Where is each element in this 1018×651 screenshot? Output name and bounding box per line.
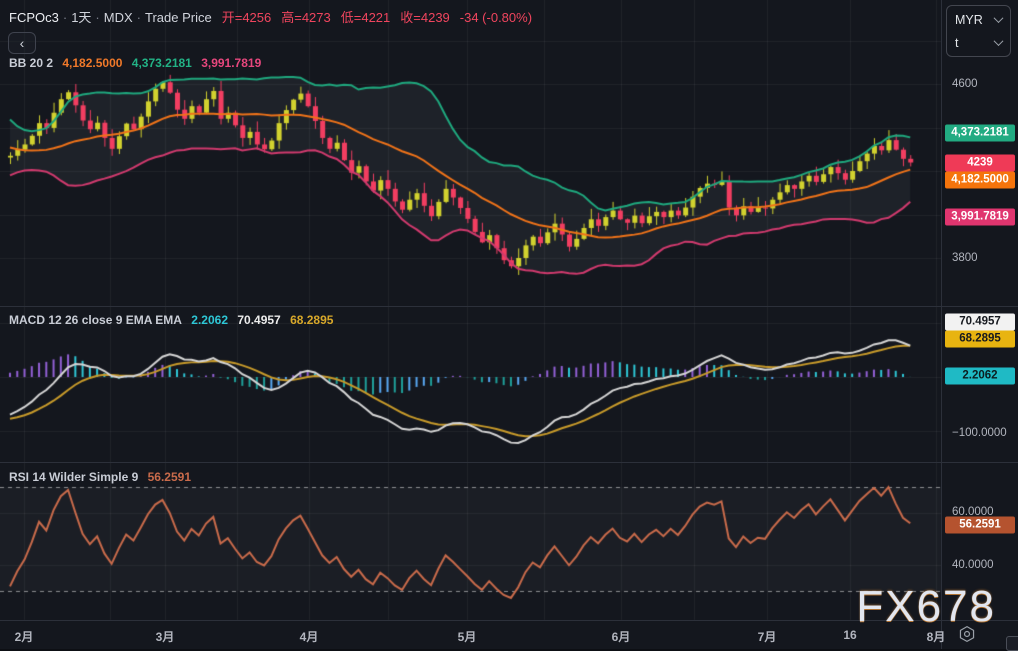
- price-axis-separator: [941, 0, 942, 649]
- axis-tick-label: −100.0000: [952, 427, 1007, 439]
- macd-indicator-legend[interactable]: MACD 12 26 close 9 EMA EMA 2.2062 70.495…: [9, 313, 339, 327]
- symbol-header[interactable]: FCPOc3 · 1天 · MDX · Trade Price 开=4256 高=4273 低=4…: [9, 7, 532, 26]
- ohlc-close-label: 收=: [400, 10, 421, 25]
- axis-price-badge: 68.2895: [945, 330, 1015, 348]
- axis-settings-button[interactable]: [957, 625, 977, 643]
- chart-canvas[interactable]: [0, 0, 941, 621]
- time-tick-label: 2月: [14, 630, 34, 644]
- price-axis[interactable]: 4600 3800 −100.0000 60.0000 40.0000 4,373.218…: [942, 0, 1018, 621]
- time-tick-label: 8月: [926, 630, 946, 644]
- ohlc-close-value: 4239: [420, 10, 450, 25]
- ohlc-open-value: 4256: [242, 10, 272, 25]
- currency-select[interactable]: MYR: [947, 8, 1010, 31]
- axis-tick-label: 40.0000: [952, 559, 994, 571]
- time-tick-label: 7月: [757, 630, 777, 644]
- gear-icon: [959, 626, 975, 642]
- series-type-label: Trade Price: [145, 10, 212, 25]
- ohlc-open-label: 开=: [221, 10, 243, 25]
- interval-label[interactable]: 1天: [71, 10, 92, 25]
- time-tick-label: 3月: [155, 630, 175, 644]
- axis-price-badge: 4239: [945, 154, 1015, 172]
- chevron-down-icon: [993, 36, 1004, 47]
- exchange-label: MDX: [103, 10, 133, 25]
- axis-tick-label: 3800: [952, 252, 978, 264]
- rsi-indicator-legend[interactable]: RSI 14 Wilder Simple 9 56.2591: [9, 470, 197, 484]
- chevron-left-icon: ‹: [19, 35, 25, 51]
- axis-price-badge: 70.4957: [945, 313, 1015, 331]
- bb-upper-value: 4,373.2181: [131, 56, 192, 70]
- axis-unit-selector-box: MYR t: [946, 5, 1011, 57]
- time-axis-separator: [0, 620, 1018, 621]
- axis-price-badge: 4,373.2181: [945, 124, 1015, 142]
- macd-line-value: 70.4957: [237, 313, 281, 327]
- axis-price-badge: 4,182.5000: [945, 171, 1015, 189]
- watermark: FX678: [856, 582, 996, 631]
- ohlc-high-value: 4273: [301, 10, 331, 25]
- time-tick-label: 16: [843, 628, 857, 642]
- chevron-down-icon: [993, 13, 1004, 24]
- pane-separator-rsi[interactable]: [0, 462, 1018, 463]
- axis-price-badge: 3,991.7819: [945, 208, 1015, 226]
- separator-dot: ·: [62, 10, 68, 25]
- time-tick-label: 5月: [457, 630, 477, 644]
- macd-hist-value: 2.2062: [191, 313, 228, 327]
- back-button[interactable]: ‹: [8, 32, 36, 54]
- bb-basis-value: 4,182.5000: [62, 56, 123, 70]
- change-value: -34 (-0.80%): [459, 10, 533, 25]
- bb-indicator-legend[interactable]: BB 20 2 4,182.5000 4,373.2181 3,991.7819: [9, 56, 267, 70]
- ohlc-high-label: 高=: [281, 10, 302, 25]
- axis-tick-label: 4600: [952, 78, 978, 90]
- ohlc-low-value: 4221: [361, 10, 391, 25]
- pane-separator-macd[interactable]: [0, 306, 1018, 307]
- bb-lower-value: 3,991.7819: [201, 56, 262, 70]
- rsi-title: RSI 14 Wilder Simple 9: [9, 470, 139, 484]
- separator-dot: ·: [95, 10, 100, 25]
- ohlc-low-label: 低=: [340, 10, 362, 25]
- macd-title: MACD 12 26 close 9 EMA EMA: [9, 313, 182, 327]
- macd-signal-value: 68.2895: [290, 313, 334, 327]
- unit-value: t: [955, 35, 959, 50]
- currency-value: MYR: [955, 12, 983, 27]
- time-tick-label: 6月: [611, 630, 631, 644]
- bb-title: BB 20 2: [9, 56, 54, 70]
- separator-dot: ·: [136, 10, 141, 25]
- time-axis[interactable]: 2月 3月 4月 5月 6月 7月 16 8月: [0, 621, 946, 649]
- rsi-value: 56.2591: [147, 470, 192, 484]
- time-tick-label: 4月: [299, 630, 319, 644]
- symbol-name[interactable]: FCPOc3: [9, 10, 59, 25]
- axis-price-badge: 2.2062: [945, 367, 1015, 385]
- unit-select[interactable]: t: [947, 31, 1010, 54]
- axis-tick-label: 60.0000: [952, 506, 994, 518]
- axis-price-badge: 56.2591: [945, 516, 1015, 534]
